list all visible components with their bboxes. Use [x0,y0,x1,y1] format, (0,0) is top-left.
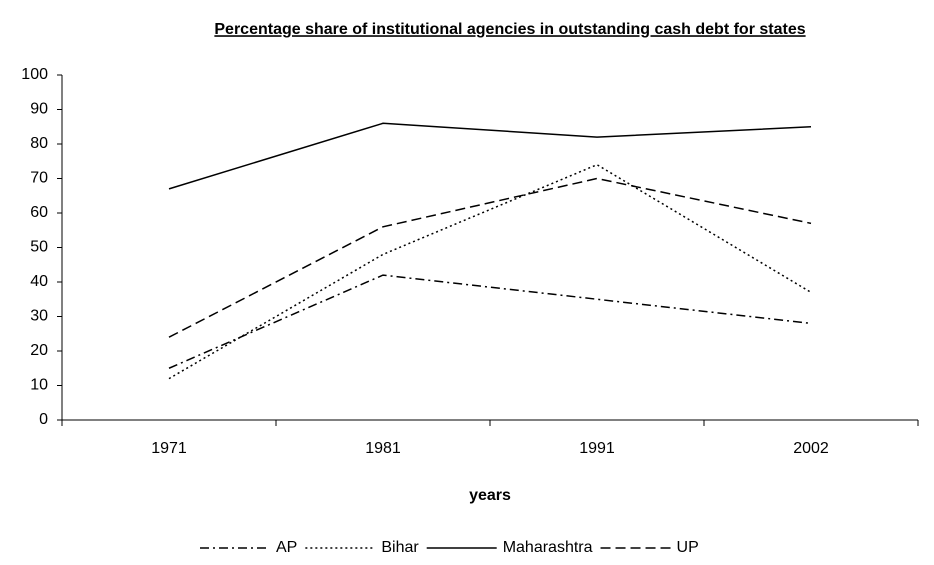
legend-label: Bihar [381,539,419,556]
y-tick-label: 50 [30,239,48,256]
y-tick-label: 10 [30,377,48,394]
series-line [168,274,812,369]
legend-label: Maharashtra [503,539,593,556]
y-tick-label: 70 [30,170,48,187]
y-tick-label: 40 [30,273,48,290]
y-tick-label: 80 [30,135,48,152]
y-tick-label: 0 [39,411,48,428]
y-tick-label: 90 [30,101,48,118]
y-tick-label: 30 [30,308,48,325]
legend-label: AP [276,539,297,556]
y-tick-label: 20 [30,342,48,359]
series-line [168,177,812,338]
legend-label: UP [677,539,699,556]
chart-title: Percentage share of institutional agenci… [214,21,805,38]
series-line [168,122,812,190]
x-tick-label: 1981 [365,440,401,457]
x-tick-label: 1991 [579,440,615,457]
y-tick-label: 100 [21,66,48,83]
x-tick-label: 1971 [151,440,187,457]
y-tick-label: 60 [30,204,48,221]
x-axis-label: years [469,487,511,504]
series-line [168,163,812,380]
x-tick-label: 2002 [793,440,829,457]
